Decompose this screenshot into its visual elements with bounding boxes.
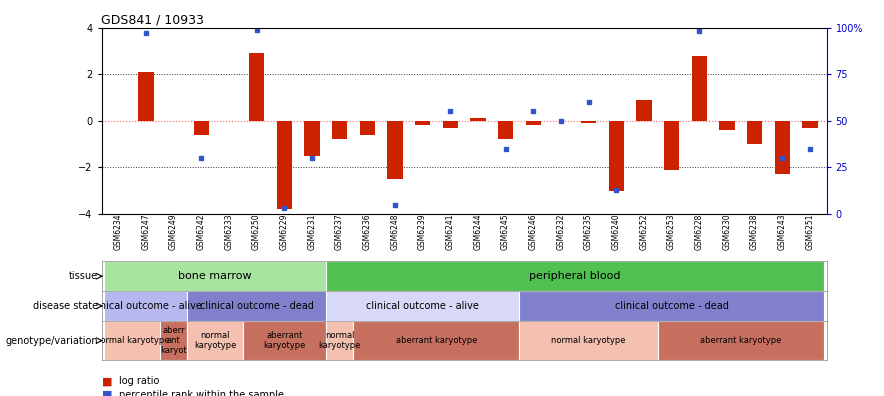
Text: GSM6236: GSM6236 (362, 214, 372, 250)
Bar (658, 321, 824, 360)
Text: disease state: disease state (33, 301, 98, 311)
Bar (415, 121, 431, 126)
Text: GSM6252: GSM6252 (639, 214, 649, 250)
Bar (326, 321, 354, 360)
Bar (520, 321, 658, 360)
Text: GSM6228: GSM6228 (695, 214, 704, 250)
Bar (498, 121, 514, 139)
Text: GSM6235: GSM6235 (584, 214, 593, 250)
Text: GSM6251: GSM6251 (805, 214, 814, 250)
Text: aberrant karyotype: aberrant karyotype (396, 336, 477, 345)
Text: ■: ■ (102, 390, 112, 396)
Bar (194, 121, 209, 135)
Text: GSM6245: GSM6245 (501, 214, 510, 250)
Bar (443, 121, 458, 128)
Bar (104, 321, 160, 360)
Bar (720, 121, 735, 130)
Bar (187, 291, 326, 321)
Text: GSM6229: GSM6229 (279, 214, 289, 250)
Bar (520, 291, 824, 321)
Text: percentile rank within the sample: percentile rank within the sample (119, 390, 285, 396)
Bar (360, 121, 375, 135)
Text: clinical outcome - dead: clinical outcome - dead (614, 301, 728, 311)
Text: GSM6237: GSM6237 (335, 214, 344, 250)
Bar (526, 121, 541, 126)
Text: GSM6234: GSM6234 (114, 214, 123, 250)
Bar (636, 100, 652, 121)
Text: GSM6248: GSM6248 (391, 214, 400, 250)
Text: clinical outcome - alive: clinical outcome - alive (89, 301, 202, 311)
Text: tissue: tissue (69, 271, 98, 281)
Bar (277, 121, 292, 209)
Bar (774, 121, 790, 174)
Text: normal
karyotype: normal karyotype (194, 331, 236, 350)
Text: GSM6233: GSM6233 (225, 214, 233, 250)
Text: GSM6241: GSM6241 (446, 214, 454, 250)
Text: aberr
ant
karyot: aberr ant karyot (160, 326, 187, 356)
Bar (304, 121, 319, 156)
Text: bone marrow: bone marrow (179, 271, 252, 281)
Text: GSM6240: GSM6240 (612, 214, 621, 250)
Bar (326, 261, 824, 291)
Bar (104, 291, 187, 321)
Text: aberrant
karyotype: aberrant karyotype (263, 331, 306, 350)
Bar (664, 121, 679, 169)
Text: GSM6244: GSM6244 (474, 214, 483, 250)
Bar (387, 121, 402, 179)
Text: log ratio: log ratio (119, 376, 160, 386)
Text: GDS841 / 10933: GDS841 / 10933 (101, 13, 204, 27)
Bar (581, 121, 596, 123)
Text: GSM6247: GSM6247 (141, 214, 150, 250)
Text: GSM6242: GSM6242 (197, 214, 206, 250)
Text: normal
karyotype: normal karyotype (318, 331, 361, 350)
Text: peripheral blood: peripheral blood (529, 271, 621, 281)
Text: genotype/variation: genotype/variation (5, 335, 98, 346)
Text: GSM6230: GSM6230 (722, 214, 731, 250)
Text: clinical outcome - alive: clinical outcome - alive (366, 301, 479, 311)
Bar (243, 321, 326, 360)
Bar (104, 261, 326, 291)
Text: GSM6239: GSM6239 (418, 214, 427, 250)
Bar (138, 72, 154, 121)
Text: GSM6238: GSM6238 (751, 214, 759, 250)
Text: aberrant karyotype: aberrant karyotype (700, 336, 781, 345)
Text: GSM6253: GSM6253 (667, 214, 676, 250)
Text: normal karyotype: normal karyotype (95, 336, 170, 345)
Bar (187, 321, 243, 360)
Text: GSM6246: GSM6246 (529, 214, 537, 250)
Bar (326, 291, 520, 321)
Bar (354, 321, 520, 360)
Bar (609, 121, 624, 190)
Bar (249, 53, 264, 121)
Text: GSM6232: GSM6232 (556, 214, 566, 250)
Bar (332, 121, 347, 139)
Bar (160, 321, 187, 360)
Bar (470, 118, 485, 121)
Bar (747, 121, 762, 144)
Bar (803, 121, 818, 128)
Text: GSM6250: GSM6250 (252, 214, 261, 250)
Text: GSM6231: GSM6231 (308, 214, 316, 250)
Text: ■: ■ (102, 376, 112, 386)
Text: normal karyotype: normal karyotype (552, 336, 626, 345)
Text: clinical outcome - dead: clinical outcome - dead (200, 301, 314, 311)
Bar (691, 55, 707, 121)
Text: GSM6249: GSM6249 (169, 214, 178, 250)
Text: GSM6243: GSM6243 (778, 214, 787, 250)
